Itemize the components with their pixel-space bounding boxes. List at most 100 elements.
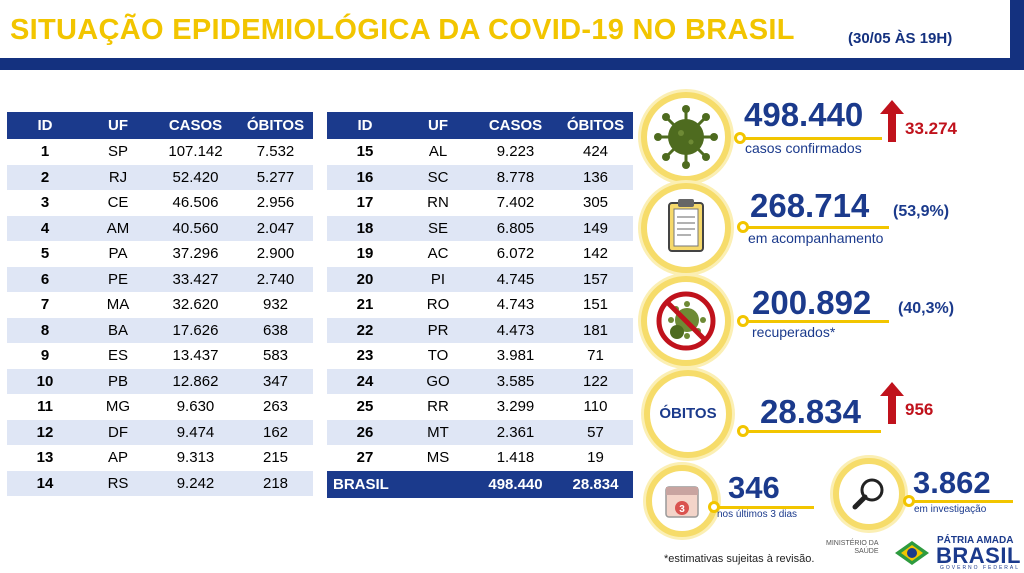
table-row: 2 RJ 52.420 5.277: [7, 164, 313, 190]
cell-casos: 2.361: [473, 419, 558, 445]
table-row: 10 PB 12.862 347: [7, 368, 313, 394]
cell-obitos: 218: [238, 470, 313, 496]
table-row: 7 MA 32.620 932: [7, 292, 313, 318]
cell-obitos: 932: [238, 292, 313, 318]
no-virus-icon: [656, 291, 716, 351]
cell-casos: 1.418: [473, 445, 558, 471]
table-row: 17 RN 7.402 305: [327, 190, 633, 216]
table-row: 9 ES 13.437 583: [7, 343, 313, 369]
cell-id: 17: [327, 190, 403, 216]
confirmed-underline: [734, 132, 882, 144]
cell-obitos: 2.956: [238, 190, 313, 216]
cell-id: 9: [7, 343, 83, 369]
table-row: 1 SP 107.142 7.532: [7, 139, 313, 165]
cell-uf: RJ: [83, 164, 153, 190]
cell-id: 2: [7, 164, 83, 190]
deaths-delta: 956: [905, 400, 934, 419]
confirmed-value: 498.440: [744, 96, 864, 133]
cell-obitos: 157: [558, 266, 633, 292]
cell-casos: 17.626: [153, 317, 238, 343]
calendar-number: 3: [679, 504, 685, 515]
cell-id: 4: [7, 215, 83, 241]
cell-casos: 37.296: [153, 241, 238, 267]
cell-uf: CE: [83, 190, 153, 216]
cell-id: 13: [7, 445, 83, 471]
cell-uf: MT: [403, 419, 473, 445]
recovered-pct: (40,3%): [898, 300, 955, 317]
cell-obitos: 2.900: [238, 241, 313, 267]
table-row: 25 RR 3.299 110: [327, 394, 633, 420]
table-row: 6 PE 33.427 2.740: [7, 266, 313, 292]
confirmed-icon-circle: [641, 92, 731, 182]
cell-id: 7: [7, 292, 83, 318]
cell-uf: MS: [403, 445, 473, 471]
confirmed-label: casos confirmados: [745, 140, 862, 156]
table-row: 12 DF 9.474 162: [7, 419, 313, 445]
cell-casos: 52.420: [153, 164, 238, 190]
arrow-up-icon: [880, 100, 904, 142]
cell-casos: 13.437: [153, 343, 238, 369]
investigation-underline: [903, 495, 1013, 507]
cell-uf: PI: [403, 266, 473, 292]
cell-obitos: 638: [238, 317, 313, 343]
cell-uf: BA: [83, 317, 153, 343]
table-row: 20 PI 4.745 157: [327, 266, 633, 292]
cell-obitos: 57: [558, 419, 633, 445]
cell-id: 16: [327, 164, 403, 190]
calendar-icon: 3: [665, 486, 699, 518]
recent-icon-circle: 3: [646, 465, 718, 537]
total-label: BRASIL: [327, 470, 473, 498]
cell-id: 5: [7, 241, 83, 267]
table-row: 21 RO 4.743 151: [327, 292, 633, 318]
monitoring-value: 268.714: [750, 187, 870, 224]
clipboard-icon: [668, 199, 704, 252]
cell-casos: 107.142: [153, 139, 238, 165]
cell-uf: RN: [403, 190, 473, 216]
cell-obitos: 305: [558, 190, 633, 216]
column-header-uf: UF: [403, 112, 473, 139]
table-row: 24 GO 3.585 122: [327, 368, 633, 394]
cell-id: 21: [327, 292, 403, 318]
cell-obitos: 149: [558, 215, 633, 241]
table-row: 4 AM 40.560 2.047: [7, 215, 313, 241]
table-row: 15 AL 9.223 424: [327, 139, 633, 165]
confirmed-delta: 33.274: [905, 119, 957, 138]
cell-obitos: 122: [558, 368, 633, 394]
cell-casos: 46.506: [153, 190, 238, 216]
cell-casos: 9.474: [153, 419, 238, 445]
investigation-icon-circle: [833, 458, 905, 530]
column-header-uf: UF: [83, 112, 153, 139]
cell-casos: 8.778: [473, 164, 558, 190]
cell-id: 19: [327, 241, 403, 267]
cell-uf: PE: [83, 266, 153, 292]
cell-obitos: 583: [238, 343, 313, 369]
deaths-underline: [737, 425, 881, 437]
cell-casos: 9.242: [153, 470, 238, 496]
cell-id: 23: [327, 343, 403, 369]
cell-uf: ES: [83, 343, 153, 369]
column-header-id: ID: [7, 112, 83, 139]
cell-casos: 4.745: [473, 266, 558, 292]
monitoring-icon-circle: [641, 183, 731, 273]
column-header-obitos: ÓBITOS: [558, 112, 633, 139]
cell-id: 18: [327, 215, 403, 241]
cell-casos: 9.313: [153, 445, 238, 471]
table-row: 27 MS 1.418 19: [327, 445, 633, 471]
brand-top: PÁTRIA AMADA: [937, 535, 1014, 546]
cell-obitos: 71: [558, 343, 633, 369]
footnote: *estimativas sujeitas à revisão.: [664, 553, 815, 565]
ministry-line2: SAÚDE: [854, 548, 879, 555]
brand-main: BRASIL: [936, 543, 1021, 568]
table-row: 13 AP 9.313 215: [7, 445, 313, 471]
cell-uf: AP: [83, 445, 153, 471]
cell-id: 25: [327, 394, 403, 420]
cell-id: 26: [327, 419, 403, 445]
cell-id: 24: [327, 368, 403, 394]
cell-uf: AM: [83, 215, 153, 241]
table-total-row: BRASIL 498.440 28.834: [327, 470, 633, 498]
cell-id: 14: [7, 470, 83, 496]
total-obitos: 28.834: [558, 470, 633, 498]
recovered-icon-circle: [641, 276, 731, 366]
recovered-underline: [737, 315, 889, 327]
cell-uf: PR: [403, 317, 473, 343]
